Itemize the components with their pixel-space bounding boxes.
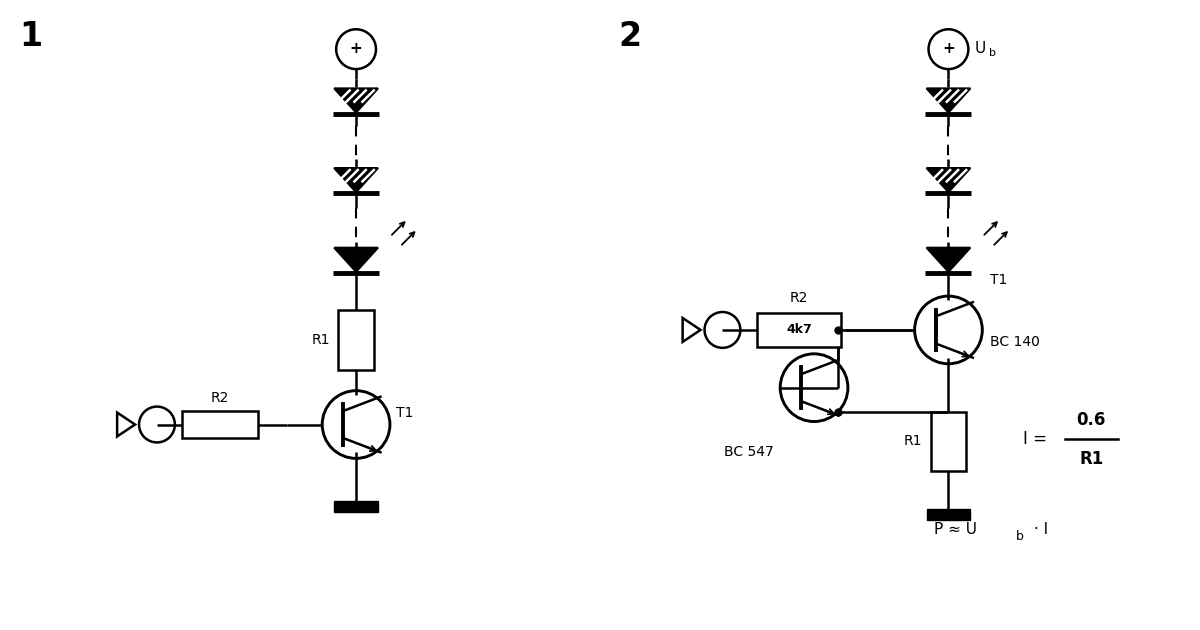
Text: R1: R1 [312, 333, 330, 347]
Text: R2: R2 [210, 391, 229, 404]
Polygon shape [334, 248, 378, 272]
Text: T1: T1 [396, 406, 413, 420]
Polygon shape [926, 248, 971, 272]
Text: R1: R1 [904, 435, 923, 449]
Text: I =: I = [1024, 430, 1052, 449]
Polygon shape [926, 168, 971, 192]
Text: +: + [942, 41, 955, 55]
Polygon shape [334, 168, 378, 192]
Text: U: U [974, 41, 985, 55]
Text: P ≈ U: P ≈ U [934, 522, 977, 537]
Text: b: b [1016, 530, 1024, 542]
Polygon shape [334, 88, 378, 113]
Text: BC 547: BC 547 [725, 445, 774, 459]
Bar [182, 411, 258, 438]
Text: · I: · I [1030, 522, 1049, 537]
Bar [930, 411, 966, 471]
Text: BC 140: BC 140 [990, 335, 1040, 349]
Bar [334, 501, 378, 512]
Bar [338, 310, 374, 370]
Text: 1: 1 [19, 20, 42, 53]
Text: R1: R1 [1079, 450, 1104, 468]
Text: 0.6: 0.6 [1076, 411, 1106, 428]
Text: T1: T1 [990, 273, 1008, 287]
Text: b: b [989, 48, 996, 58]
Text: 2: 2 [618, 20, 642, 53]
Text: R2: R2 [790, 291, 809, 305]
Polygon shape [926, 88, 971, 113]
Bar [757, 313, 841, 347]
Text: 4k7: 4k7 [786, 323, 812, 336]
Text: +: + [349, 41, 362, 55]
Bar [926, 509, 971, 520]
Text: T2: T2 [780, 324, 798, 338]
